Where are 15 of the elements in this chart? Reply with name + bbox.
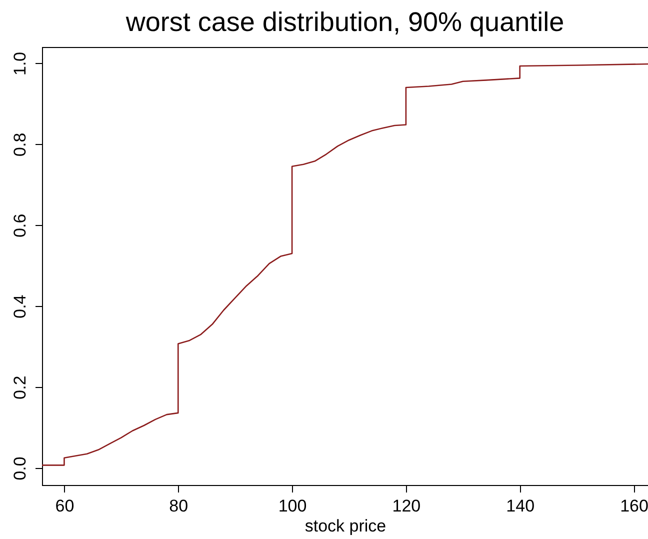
x-tick-label: 60 [55,496,74,516]
y-tick-label: 0.0 [10,456,30,480]
y-tick-label: 0.8 [10,132,30,156]
x-tick-label: 100 [278,496,307,516]
chart-title: worst case distribution, 90% quantile [124,7,564,37]
y-tick-label: 0.2 [10,376,30,400]
x-tick-label: 160 [620,496,648,516]
x-tick-label: 140 [506,496,535,516]
x-tick-label: 80 [169,496,188,516]
line-series [42,63,648,466]
y-tick-label: 0.6 [10,214,30,238]
y-tick-label: 0.4 [10,294,30,318]
x-tick-label: 120 [392,496,421,516]
y-tick-label: 1.0 [10,52,30,76]
x-axis-title: stock price [304,516,386,536]
